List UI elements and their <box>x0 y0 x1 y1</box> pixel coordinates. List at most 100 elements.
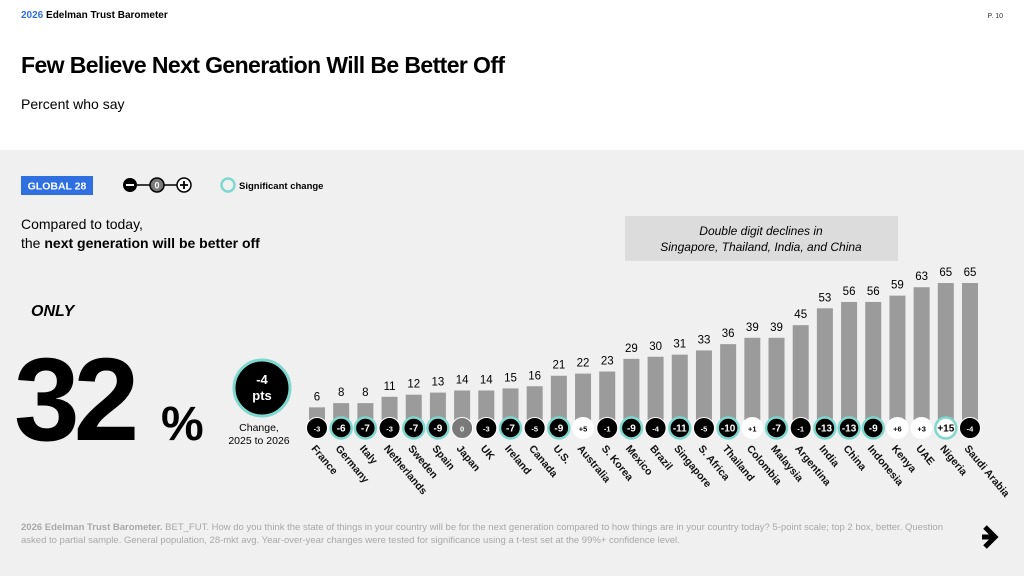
change-marker <box>547 416 571 440</box>
bar <box>623 358 640 420</box>
change-marker <box>596 417 619 439</box>
change-marker <box>741 417 764 439</box>
change-label: -1 <box>797 425 804 434</box>
value-label: 22 <box>577 358 590 370</box>
change-marker <box>668 416 692 440</box>
value-label: 56 <box>843 286 856 298</box>
value-label: 45 <box>794 309 807 321</box>
bar <box>647 356 664 420</box>
legend-significant <box>220 177 236 193</box>
value-label: 15 <box>504 372 517 384</box>
headline-unit: % <box>161 398 204 451</box>
headline-change-circle <box>232 358 292 418</box>
change-label: -3 <box>386 425 393 434</box>
change-marker <box>910 417 933 439</box>
change-marker <box>306 417 328 439</box>
bar <box>381 396 398 420</box>
change-label: -5 <box>531 425 538 434</box>
intro-bold: next generation will be better off <box>44 235 260 251</box>
change-label: -3 <box>483 425 490 434</box>
change-marker <box>764 416 789 440</box>
value-label: 13 <box>432 377 445 389</box>
value-label: 16 <box>528 370 541 382</box>
headline-change-unit: pts <box>252 388 272 403</box>
bar <box>768 337 785 420</box>
change-label: -10 <box>721 424 736 435</box>
change-label: -5 <box>701 425 708 434</box>
footnote-text: BET_FUT. How do you think the state of t… <box>21 522 944 546</box>
change-marker <box>498 416 523 440</box>
change-marker <box>619 416 644 440</box>
value-label: 65 <box>964 267 977 279</box>
brand: 2026 Edelman Trust Barometer <box>21 10 168 21</box>
change-label: 0 <box>460 425 464 434</box>
change-label: +3 <box>917 425 926 434</box>
change-label: -13 <box>818 424 833 435</box>
change-marker <box>934 416 958 440</box>
bar <box>333 403 350 420</box>
value-label: 6 <box>314 391 320 403</box>
change-label: -9 <box>869 424 878 435</box>
bar <box>744 337 761 420</box>
bar <box>937 283 954 420</box>
bar <box>792 325 809 420</box>
change-label: -7 <box>409 424 418 435</box>
bar <box>309 407 325 420</box>
value-label: 14 <box>480 374 493 386</box>
value-label: 33 <box>698 334 711 346</box>
bar <box>816 308 833 420</box>
change-label: -6 <box>337 424 346 435</box>
brand-year: 2026 <box>21 10 44 21</box>
global-label: GLOBAL 28 <box>28 181 87 193</box>
change-marker <box>644 417 667 439</box>
plus-icon <box>180 181 188 189</box>
bar <box>695 350 712 420</box>
change-label: +5 <box>579 425 588 434</box>
bar <box>575 373 592 420</box>
bar <box>357 403 374 420</box>
value-label: 30 <box>649 341 662 353</box>
bar <box>454 390 471 420</box>
change-marker <box>426 416 450 440</box>
intro-prefix: the <box>21 235 41 251</box>
value-label: 23 <box>601 356 614 368</box>
header-bg <box>0 0 1024 150</box>
minus-icon <box>126 184 134 186</box>
value-label: 63 <box>915 271 928 283</box>
change-marker <box>861 416 886 440</box>
change-label: -9 <box>433 424 442 435</box>
value-label: 53 <box>818 292 831 304</box>
change-label: -9 <box>627 424 636 435</box>
bar <box>841 301 858 420</box>
next-arrow[interactable] <box>982 525 999 549</box>
value-label: 8 <box>362 387 368 399</box>
change-label: -13 <box>842 424 857 435</box>
bar <box>889 295 906 420</box>
value-label: 31 <box>673 339 686 351</box>
value-label: 56 <box>867 286 880 298</box>
change-label: -11 <box>673 424 687 435</box>
page-number: P. 10 <box>988 13 1004 20</box>
change-label: -3 <box>314 425 321 434</box>
value-label: 14 <box>456 374 469 386</box>
bar <box>599 371 616 420</box>
annotation-line: Double digit declines in <box>699 224 823 238</box>
change-marker <box>886 417 909 439</box>
value-label: 11 <box>384 381 396 393</box>
value-label: 29 <box>625 343 638 355</box>
annotation-line: Singapore, Thailand, India, and China <box>660 240 862 254</box>
value-label: 21 <box>552 360 565 372</box>
bar <box>502 388 519 420</box>
brand-name: Edelman Trust Barometer <box>46 10 168 21</box>
annotation-box <box>625 216 898 261</box>
change-marker <box>353 416 378 440</box>
only-label: ONLY <box>31 303 76 320</box>
value-label: 65 <box>939 267 952 279</box>
change-marker <box>692 417 715 439</box>
subtitle: Percent who say <box>21 96 125 112</box>
change-marker <box>837 416 861 440</box>
value-label: 8 <box>338 387 344 399</box>
bar <box>478 390 495 420</box>
